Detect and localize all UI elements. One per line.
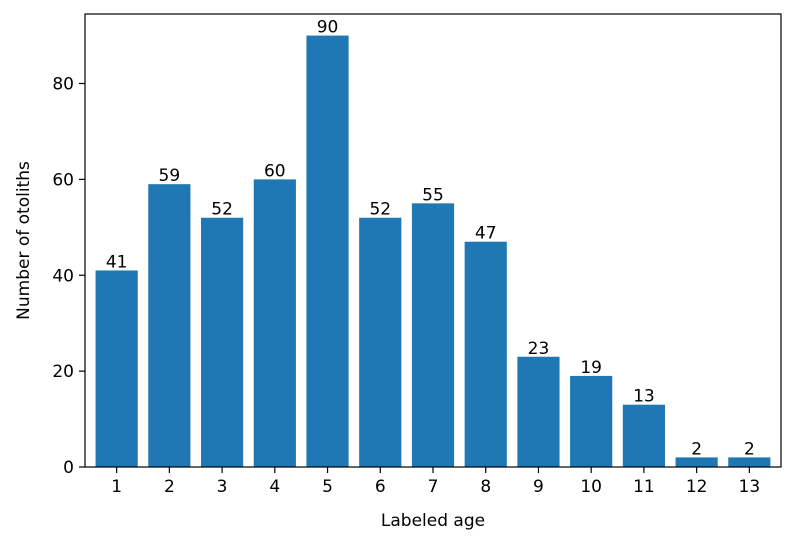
bar-value-label-12: 2 — [691, 439, 702, 459]
bar-value-label-11: 13 — [633, 387, 655, 407]
bar-value-label-1: 41 — [106, 252, 128, 272]
bar-10 — [570, 375, 613, 467]
y-tick-label-0: 0 — [63, 458, 74, 478]
x-tick-label-5: 5 — [322, 477, 333, 497]
x-tick-label-1: 1 — [111, 477, 122, 497]
bar-4 — [253, 179, 296, 467]
bar-value-label-2: 59 — [159, 166, 181, 186]
bar-8 — [464, 241, 507, 467]
x-tick-label-9: 9 — [533, 477, 544, 497]
x-tick-label-10: 10 — [580, 477, 602, 497]
bars-layer — [95, 35, 771, 468]
bar-value-label-4: 60 — [264, 161, 286, 181]
y-tick-label-40: 40 — [52, 266, 74, 286]
x-tick-label-6: 6 — [375, 477, 386, 497]
x-tick-label-3: 3 — [217, 477, 228, 497]
x-tick-label-13: 13 — [739, 477, 761, 497]
x-tick-label-8: 8 — [480, 477, 491, 497]
x-tick-label-4: 4 — [269, 477, 280, 497]
bar-value-label-13: 2 — [744, 439, 755, 459]
y-axis-label: Number of otoliths — [14, 161, 34, 320]
x-tick-label-7: 7 — [428, 477, 439, 497]
y-tick-label-60: 60 — [52, 170, 74, 190]
bar-9 — [517, 356, 560, 467]
bar-6 — [359, 217, 402, 467]
bar-value-label-8: 47 — [475, 224, 497, 244]
bar-3 — [201, 217, 244, 467]
bar-value-label-3: 52 — [211, 200, 233, 220]
bar-12 — [675, 457, 718, 467]
bar-value-label-9: 23 — [528, 339, 550, 359]
bar-11 — [622, 404, 665, 467]
bar-5 — [306, 35, 349, 467]
bar-value-label-10: 19 — [580, 358, 602, 378]
labels-layer: 41 59 52 60 90 52 55 47 23 19 13 2 2 — [106, 18, 755, 460]
bar-value-label-6: 52 — [369, 200, 391, 220]
bar-value-label-5: 90 — [317, 18, 339, 38]
x-tick-label-2: 2 — [164, 477, 175, 497]
bar-value-label-7: 55 — [422, 185, 444, 205]
bar-13 — [728, 457, 771, 467]
y-tick-label-20: 20 — [52, 362, 74, 382]
x-axis-label: Labeled age — [381, 511, 485, 531]
bar-1 — [95, 270, 138, 467]
bar-2 — [148, 184, 191, 468]
x-tick-label-11: 11 — [633, 477, 655, 497]
x-tick-label-12: 12 — [686, 477, 708, 497]
y-tick-label-80: 80 — [52, 75, 74, 95]
bar-7 — [411, 203, 455, 467]
